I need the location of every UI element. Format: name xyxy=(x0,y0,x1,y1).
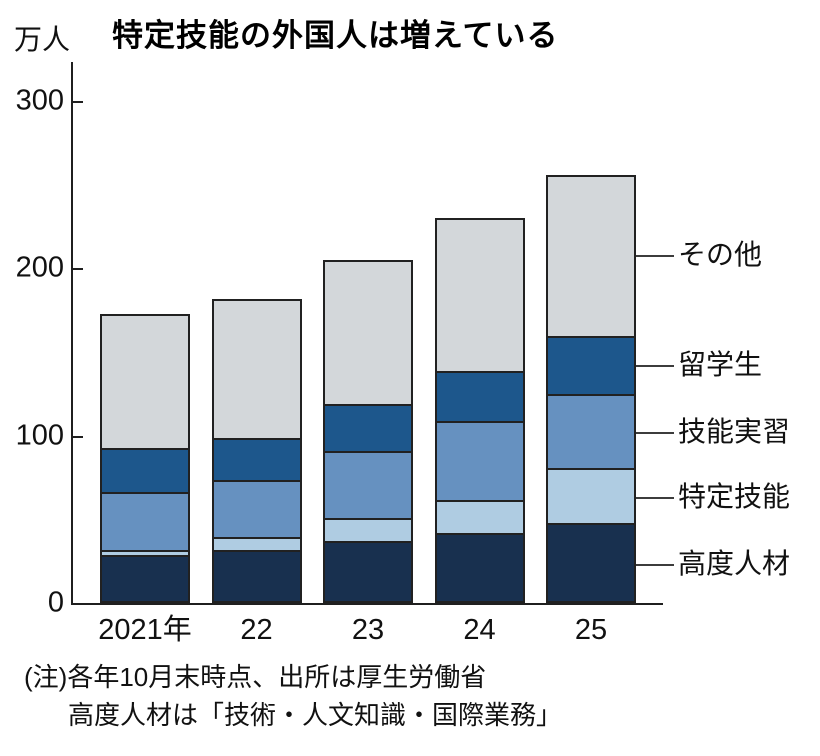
segment-tokutei-gino-25 xyxy=(548,468,634,524)
segment-kodo-jinzai-2021年 xyxy=(102,554,188,601)
legend-label-gino-jisshu: 技能実習 xyxy=(678,415,791,447)
legend-callout-line-sonota xyxy=(636,255,674,258)
legend-label-sonota: その他 xyxy=(678,239,763,271)
segment-gino-jisshu-24 xyxy=(436,420,523,500)
y-axis xyxy=(71,62,73,605)
segment-sonota-25 xyxy=(548,176,634,336)
segment-gino-jisshu-2021年 xyxy=(102,492,188,550)
segment-kodo-jinzai-23 xyxy=(325,541,411,601)
legend-callout-line-gino-jisshu xyxy=(636,431,674,434)
segment-ryugakusei-24 xyxy=(436,370,523,421)
y-axis-unit-label: 万人 xyxy=(14,24,71,55)
segment-ryugakusei-22 xyxy=(213,437,300,481)
segment-ryugakusei-23 xyxy=(325,404,411,451)
bar-23 xyxy=(323,260,413,603)
segment-tokutei-gino-23 xyxy=(325,518,411,542)
x-axis-label-24: 24 xyxy=(463,614,496,646)
y-tick-200 xyxy=(73,268,83,271)
segment-ryugakusei-25 xyxy=(548,335,634,394)
x-axis-label-25: 25 xyxy=(574,614,608,646)
y-tick-label-0: 0 xyxy=(47,586,64,619)
legend-label-kodo-jinzai: 高度人材 xyxy=(678,547,791,579)
legend-callout-line-kodo-jinzai xyxy=(636,563,674,566)
x-axis-label-23: 23 xyxy=(351,614,385,646)
segment-gino-jisshu-25 xyxy=(548,393,634,469)
x-axis-label-2021年: 2021年 xyxy=(98,614,192,646)
x-axis-label-22: 22 xyxy=(240,614,273,646)
segment-sonota-24 xyxy=(436,220,523,371)
note-line-2: 高度人材は「技術・人文知識・国際業務」 xyxy=(68,700,563,730)
segment-kodo-jinzai-22 xyxy=(213,549,300,601)
segment-tokutei-gino-22 xyxy=(213,536,300,550)
segment-gino-jisshu-23 xyxy=(325,450,411,519)
legend-label-ryugakusei: 留学生 xyxy=(678,348,763,380)
segment-sonota-23 xyxy=(325,262,411,405)
y-tick-300 xyxy=(73,101,83,104)
y-tick-label-300: 300 xyxy=(15,84,64,117)
chart-title: 特定技能の外国人は増えている xyxy=(112,18,559,53)
legend-callout-line-tokutei-gino xyxy=(636,496,674,499)
bar-2021年 xyxy=(100,313,190,603)
legend-callout-line-ryugakusei xyxy=(636,364,674,367)
segment-tokutei-gino-24 xyxy=(436,499,523,534)
y-tick-100 xyxy=(73,435,83,438)
y-tick-label-200: 200 xyxy=(15,251,64,284)
segment-kodo-jinzai-25 xyxy=(548,523,634,601)
bar-25 xyxy=(546,174,636,603)
segment-ryugakusei-2021年 xyxy=(102,447,188,493)
segment-sonota-22 xyxy=(213,300,300,438)
y-tick-label-100: 100 xyxy=(15,419,64,452)
x-axis xyxy=(71,603,663,605)
note-line-1: (注)各年10月末時点、出所は厚生労働省 xyxy=(24,662,487,692)
segment-kodo-jinzai-24 xyxy=(436,533,523,601)
segment-tokutei-gino-2021年 xyxy=(102,549,188,555)
segment-gino-jisshu-22 xyxy=(213,480,300,537)
segment-sonota-2021年 xyxy=(102,315,188,448)
bar-24 xyxy=(434,218,525,603)
legend-label-tokutei-gino: 特定技能 xyxy=(678,480,791,512)
bar-22 xyxy=(211,298,302,603)
